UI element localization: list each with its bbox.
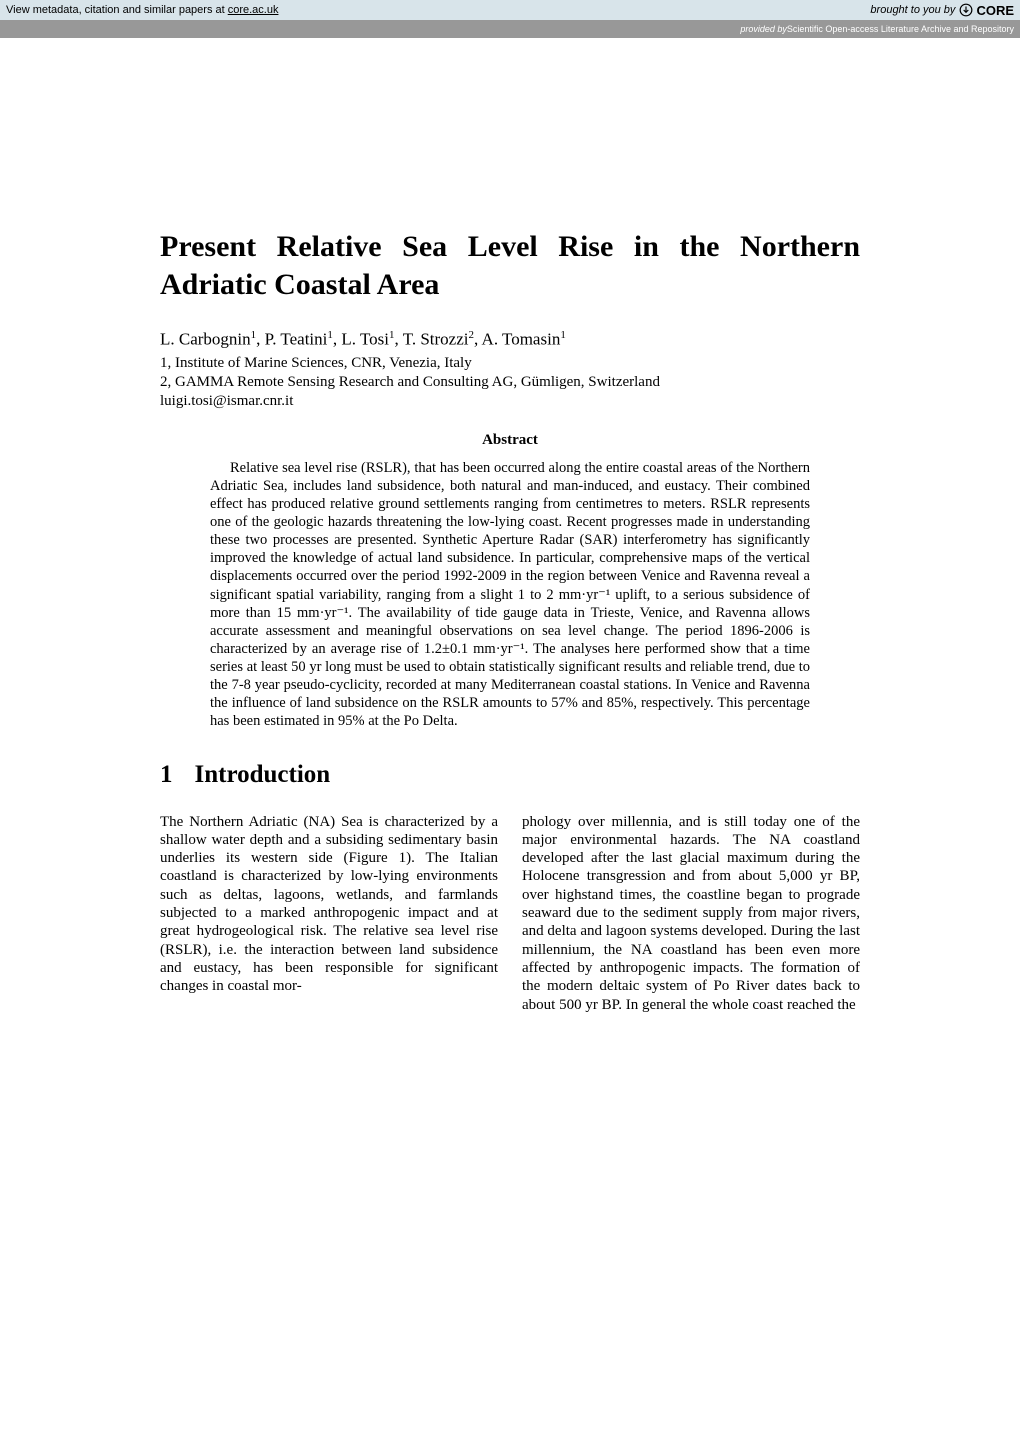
intro-col-left: The Northern Adriatic (NA) Sea is charac… <box>160 813 498 1014</box>
section-1-number: 1 <box>160 761 173 789</box>
abstract-heading: Abstract <box>210 432 810 449</box>
section-1-title: Introduction <box>195 761 331 788</box>
abstract-text: Relative sea level rise (RSLR), that has… <box>210 460 810 730</box>
intro-col-right: phology over millennia, and is still tod… <box>522 813 860 1014</box>
core-link[interactable]: core.ac.uk <box>228 4 279 16</box>
paper-page: Present Relative Sea Level Rise in the N… <box>0 38 1020 1074</box>
core-icon <box>959 3 973 17</box>
intro-columns: The Northern Adriatic (NA) Sea is charac… <box>160 813 860 1014</box>
abstract-block: Abstract Relative sea level rise (RSLR),… <box>160 432 860 731</box>
provider-prefix: provided by <box>740 24 787 34</box>
section-1-heading: 1 Introduction <box>160 761 860 789</box>
core-logo-text: CORE <box>976 3 1014 18</box>
provider-banner: provided by Scientific Open-access Liter… <box>0 20 1020 38</box>
abstract-body: Relative sea level rise (RSLR), that has… <box>210 459 810 731</box>
affiliation-1: 1, Institute of Marine Sciences, CNR, Ve… <box>160 354 860 374</box>
banner-left: View metadata, citation and similar pape… <box>6 4 278 16</box>
corresponding-email: luigi.tosi@ismar.cnr.it <box>160 393 860 410</box>
provider-name: Scientific Open-access Literature Archiv… <box>787 24 1014 34</box>
affiliation-2: 2, GAMMA Remote Sensing Research and Con… <box>160 373 860 393</box>
banner-right: brought to you by CORE <box>870 3 1014 18</box>
paper-title: Present Relative Sea Level Rise in the N… <box>160 228 860 303</box>
core-banner: View metadata, citation and similar pape… <box>0 0 1020 20</box>
authors-line: L. Carbognin1, P. Teatini1, L. Tosi1, T.… <box>160 329 860 350</box>
banner-left-text: View metadata, citation and similar pape… <box>6 4 225 16</box>
banner-right-prefix: brought to you by <box>870 4 955 16</box>
core-logo[interactable]: CORE <box>959 3 1014 18</box>
